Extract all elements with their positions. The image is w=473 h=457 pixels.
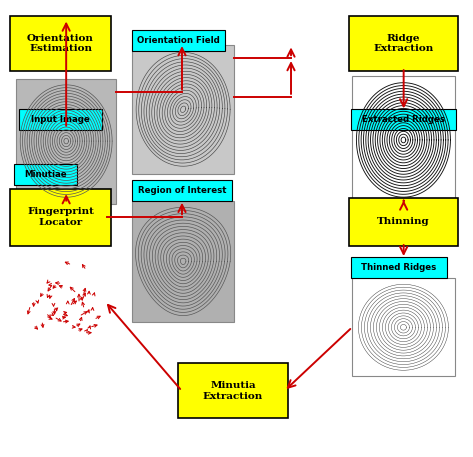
FancyBboxPatch shape: [132, 180, 231, 201]
FancyBboxPatch shape: [10, 16, 111, 71]
FancyBboxPatch shape: [349, 16, 458, 71]
Text: Minutia
Extraction: Minutia Extraction: [203, 381, 263, 401]
FancyBboxPatch shape: [132, 44, 234, 174]
Text: Thinned Ridges: Thinned Ridges: [361, 263, 437, 272]
FancyBboxPatch shape: [16, 79, 116, 203]
FancyBboxPatch shape: [350, 110, 456, 130]
FancyBboxPatch shape: [352, 76, 455, 203]
Text: Thinning: Thinning: [377, 217, 430, 226]
Text: Orientation
Estimation: Orientation Estimation: [27, 34, 94, 53]
FancyBboxPatch shape: [350, 257, 447, 278]
Text: Region of Interest: Region of Interest: [138, 186, 226, 195]
Text: Extracted Ridges: Extracted Ridges: [362, 116, 445, 124]
FancyBboxPatch shape: [132, 201, 234, 322]
FancyBboxPatch shape: [14, 164, 77, 185]
FancyBboxPatch shape: [132, 30, 225, 51]
FancyBboxPatch shape: [352, 278, 455, 376]
FancyBboxPatch shape: [10, 189, 111, 246]
Text: Fingerprint
Locator: Fingerprint Locator: [27, 207, 94, 227]
Text: Ridge
Extraction: Ridge Extraction: [373, 34, 434, 53]
FancyBboxPatch shape: [349, 197, 458, 246]
Text: Minutiae: Minutiae: [25, 170, 67, 179]
FancyBboxPatch shape: [178, 363, 288, 418]
Text: Orientation Field: Orientation Field: [137, 36, 220, 45]
Text: Input Image: Input Image: [31, 116, 90, 124]
FancyBboxPatch shape: [19, 110, 102, 130]
